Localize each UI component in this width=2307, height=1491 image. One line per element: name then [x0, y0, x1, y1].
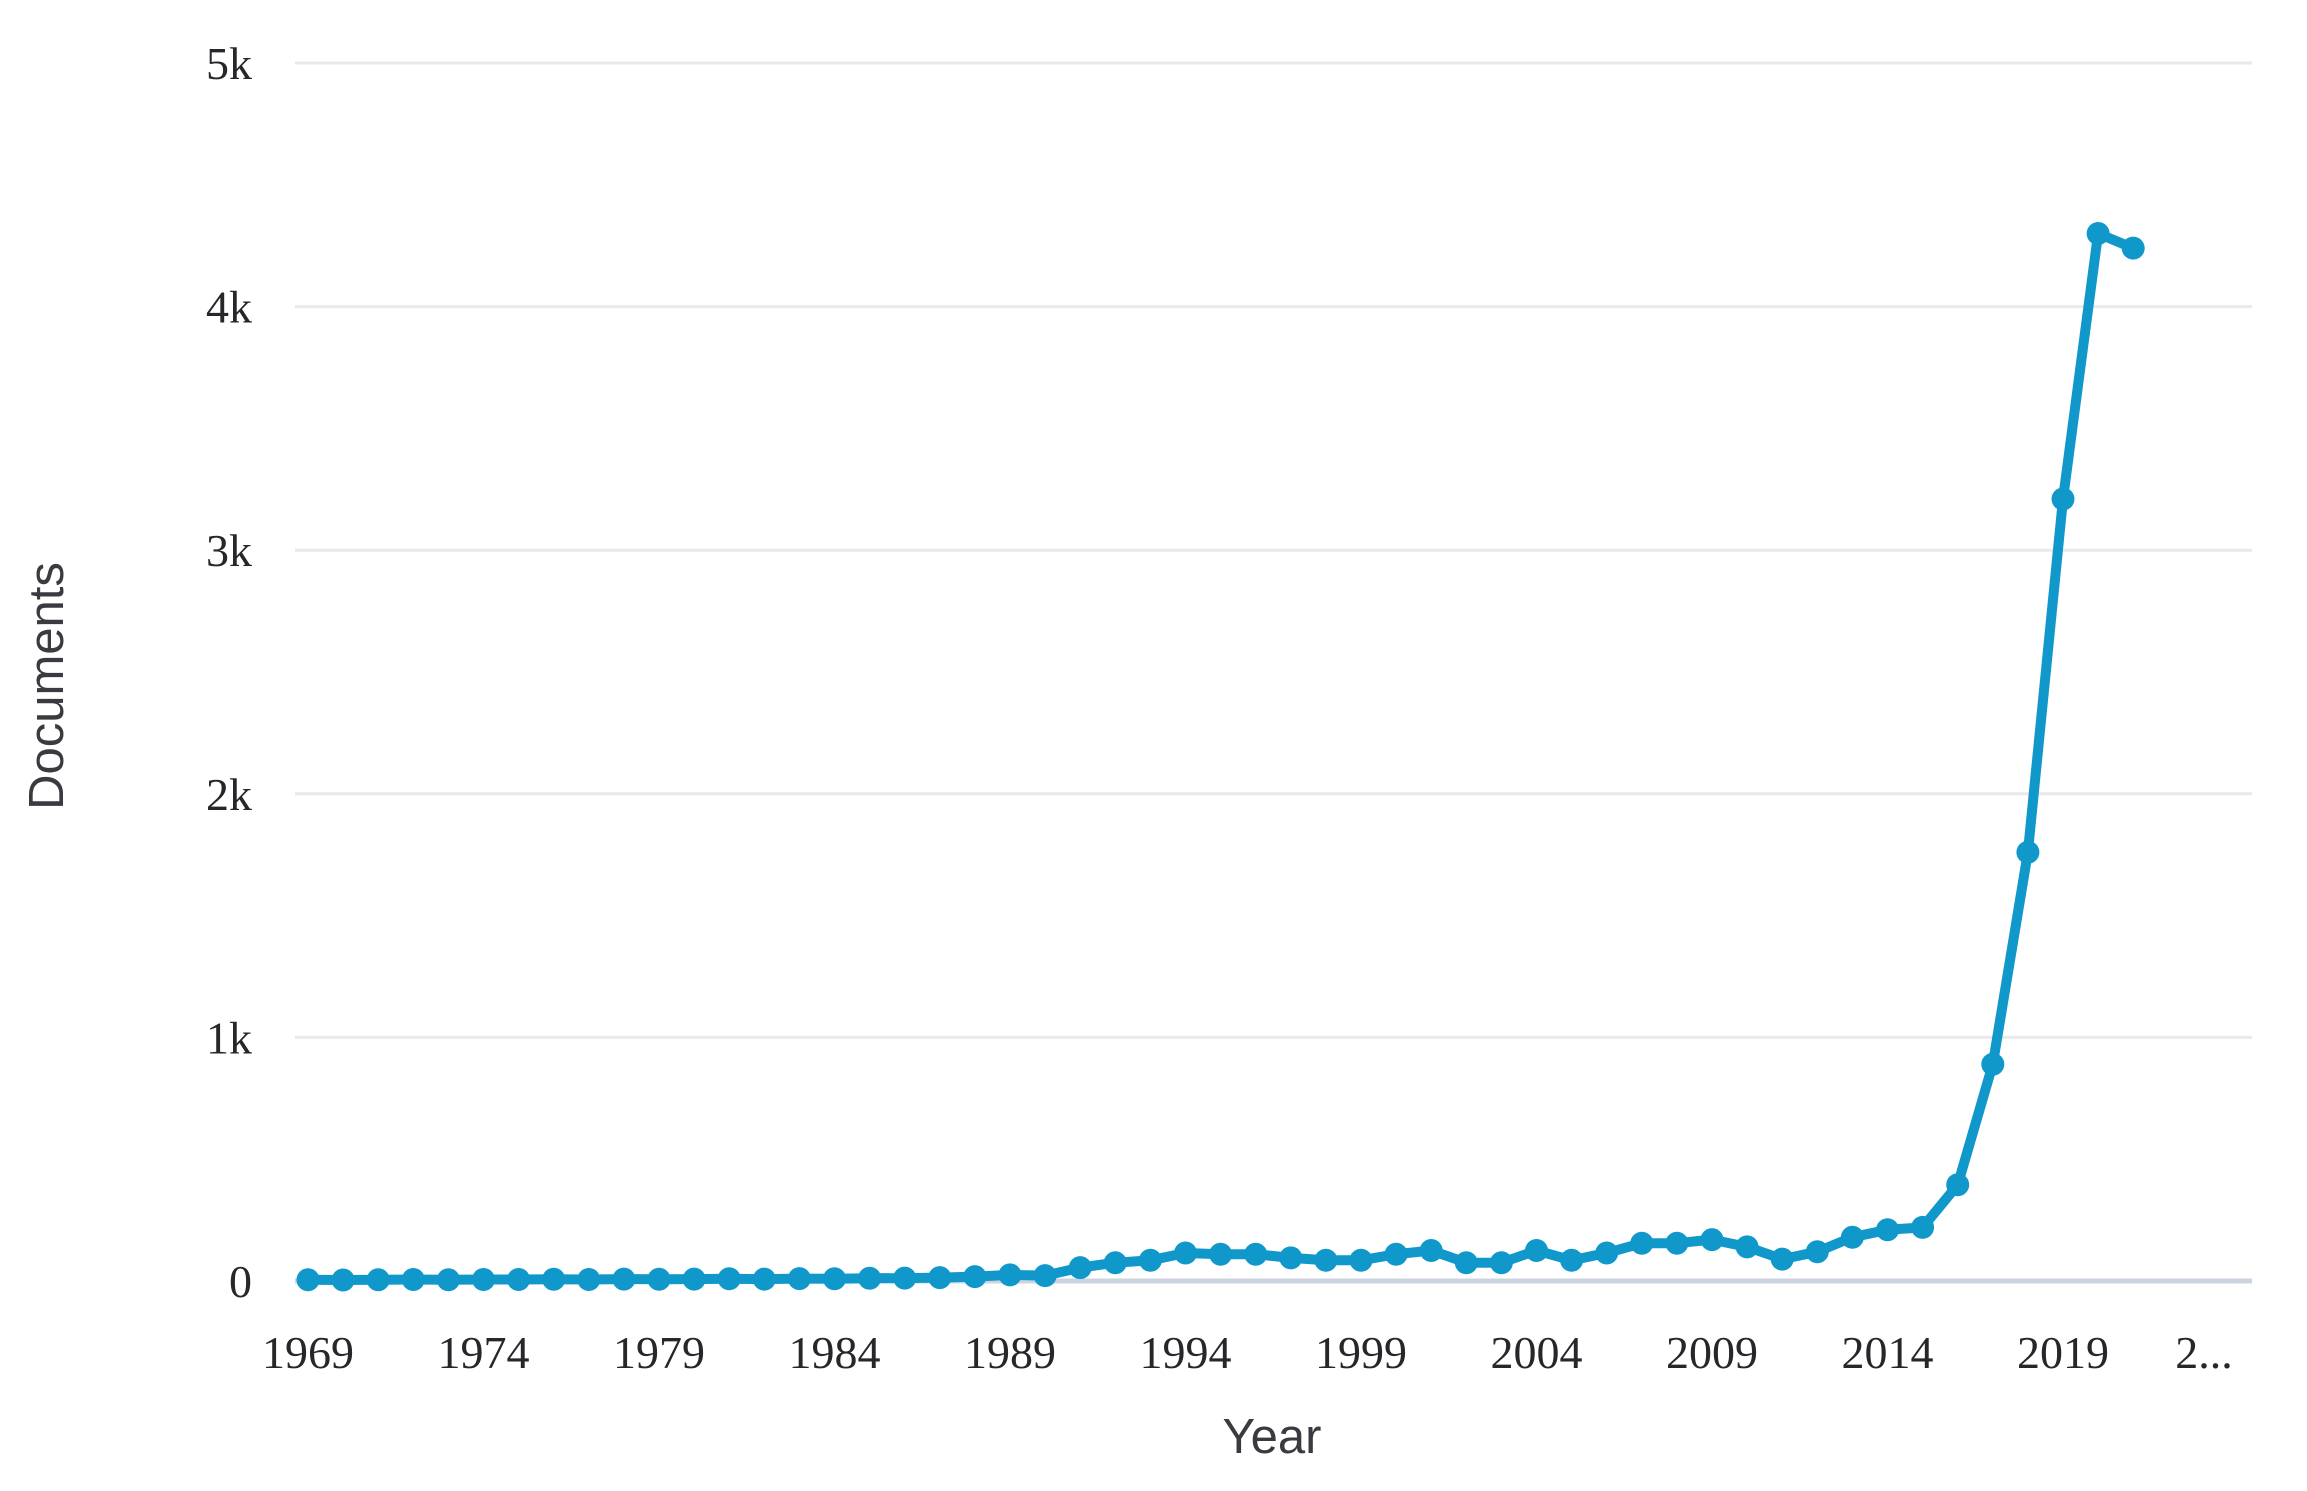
data-point[interactable]	[2121, 236, 2145, 260]
data-point[interactable]	[1068, 1256, 1092, 1280]
data-point[interactable]	[1033, 1264, 1057, 1288]
x-axis-title: Year	[1222, 1410, 1322, 1464]
data-point[interactable]	[647, 1267, 671, 1291]
data-point[interactable]	[1489, 1251, 1513, 1275]
x-tick-label: 1994	[1140, 1327, 1232, 1378]
data-point[interactable]	[752, 1267, 776, 1291]
data-point[interactable]	[1840, 1225, 1864, 1249]
data-point[interactable]	[963, 1265, 987, 1289]
data-point[interactable]	[1525, 1239, 1548, 1262]
data-point[interactable]	[401, 1268, 425, 1291]
data-point[interactable]	[1314, 1248, 1338, 1272]
data-point[interactable]	[331, 1268, 355, 1292]
data-point[interactable]	[1174, 1241, 1197, 1265]
data-point[interactable]	[928, 1266, 952, 1290]
data-point[interactable]	[1279, 1246, 1303, 1270]
data-point[interactable]	[436, 1268, 460, 1292]
y-tick-label: 2k	[206, 769, 252, 820]
data-point[interactable]	[1209, 1242, 1233, 1266]
x-tick-label: 1974	[438, 1327, 530, 1378]
data-point[interactable]	[1630, 1231, 1654, 1255]
y-tick-label: 3k	[206, 525, 252, 576]
data-point[interactable]	[612, 1267, 636, 1291]
data-point[interactable]	[2051, 487, 2075, 511]
data-point[interactable]	[1911, 1215, 1935, 1239]
data-point[interactable]	[717, 1267, 741, 1291]
data-point[interactable]	[1770, 1247, 1794, 1271]
x-tick-label: 1984	[789, 1327, 881, 1378]
data-point[interactable]	[1981, 1052, 2005, 1076]
data-point[interactable]	[682, 1267, 706, 1291]
x-tick-label: 2019	[2017, 1327, 2109, 1378]
data-point[interactable]	[577, 1268, 601, 1291]
x-tick-label: 2009	[1666, 1327, 1758, 1378]
data-point[interactable]	[1700, 1228, 1724, 1252]
x-tick-label: 1969	[262, 1327, 354, 1378]
y-tick-label: 4k	[206, 282, 252, 333]
y-tick-label: 1k	[206, 1012, 252, 1063]
data-point[interactable]	[1876, 1218, 1899, 1242]
data-point[interactable]	[1946, 1173, 1970, 1197]
data-point[interactable]	[1595, 1241, 1619, 1265]
data-point[interactable]	[1138, 1248, 1162, 1272]
data-point[interactable]	[858, 1266, 882, 1290]
data-point[interactable]	[2086, 222, 2110, 245]
data-point[interactable]	[893, 1266, 917, 1290]
data-point[interactable]	[1419, 1239, 1443, 1262]
data-point[interactable]	[542, 1267, 566, 1291]
data-point[interactable]	[1103, 1251, 1127, 1275]
data-point[interactable]	[787, 1267, 811, 1291]
data-point[interactable]	[366, 1268, 390, 1292]
x-tick-label: 2014	[1842, 1327, 1934, 1378]
series-line	[303, 228, 2139, 1285]
x-tick-label: 2...	[2175, 1327, 2233, 1378]
data-point[interactable]	[1454, 1251, 1478, 1275]
data-point[interactable]	[1735, 1235, 1759, 1259]
data-point[interactable]	[1244, 1242, 1268, 1266]
x-tick-label: 1979	[613, 1327, 705, 1378]
data-point[interactable]	[296, 1268, 320, 1292]
y-axis-title: Documents	[20, 562, 74, 810]
data-point[interactable]	[1349, 1248, 1373, 1272]
data-point[interactable]	[507, 1268, 531, 1291]
data-point[interactable]	[1665, 1231, 1689, 1255]
data-point[interactable]	[1560, 1248, 1584, 1272]
data-point[interactable]	[472, 1268, 495, 1291]
data-point[interactable]	[998, 1263, 1022, 1287]
data-point[interactable]	[2016, 840, 2040, 864]
x-tick-label: 1999	[1315, 1327, 1407, 1378]
data-point[interactable]	[1805, 1240, 1829, 1264]
data-point[interactable]	[1384, 1242, 1408, 1266]
x-tick-label: 2004	[1491, 1327, 1583, 1378]
y-tick-label: 0	[229, 1256, 252, 1307]
x-tick-label: 1989	[964, 1327, 1056, 1378]
y-tick-label: 5k	[206, 38, 252, 89]
data-point[interactable]	[823, 1267, 846, 1291]
